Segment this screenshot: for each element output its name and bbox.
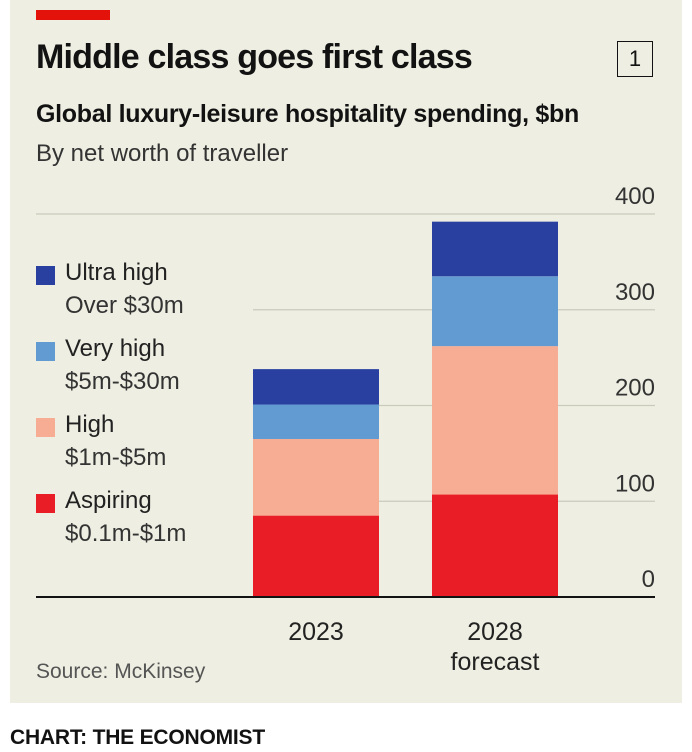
legend-range-high: $1m-$5m [65, 444, 167, 471]
legend-label-high: High [65, 411, 115, 438]
x-tick-label-2028: 2028 [467, 618, 523, 646]
legend-label-very-high: Very high [65, 335, 166, 362]
y-tick-label-100: 100 [615, 470, 655, 497]
bar-2023-high [253, 439, 379, 516]
legend-swatch-ultra-high [36, 266, 55, 285]
bar-2028-ultra-high [432, 221, 558, 277]
bar-2028-aspiring [432, 494, 558, 597]
bar-2023-very-high [253, 404, 379, 440]
legend-range-ultra-high: Over $30m [65, 292, 184, 319]
chart-number-badge: 1 [617, 41, 653, 77]
y-tick-label-300: 300 [615, 279, 655, 306]
legend-label-ultra-high: Ultra high [65, 259, 168, 286]
chart-credit: CHART: THE ECONOMIST [10, 726, 265, 749]
legend-item-aspiring: Aspiring $0.1m-$1m [36, 487, 236, 566]
legend-swatch-high [36, 418, 55, 437]
legend-item-ultra-high: Ultra high Over $30m [36, 259, 236, 338]
chart-subsubtitle: By net worth of traveller [36, 140, 289, 167]
chart-subtitle: Global luxury-leisure hospitality spendi… [36, 100, 579, 128]
legend-range-aspiring: $0.1m-$1m [65, 520, 187, 547]
legend-item-high: High $1m-$5m [36, 411, 236, 490]
legend-swatch-very-high [36, 342, 55, 361]
brand-red-tab [36, 10, 110, 20]
y-tick-label-0: 0 [642, 566, 655, 593]
legend-label-aspiring: Aspiring [65, 487, 152, 514]
bar-2028-high [432, 346, 558, 495]
legend-range-very-high: $5m-$30m [65, 368, 180, 395]
x-tick-label-2023: 2023 [288, 618, 344, 646]
bar-2023-aspiring [253, 515, 379, 597]
bar-2028-very-high [432, 276, 558, 347]
y-tick-label-400: 400 [615, 183, 655, 210]
legend-swatch-aspiring [36, 494, 55, 513]
source-note: Source: McKinsey [36, 660, 206, 683]
legend: Ultra high Over $30m Very high $5m-$30m High… [36, 259, 236, 566]
bar-2023-ultra-high [253, 369, 379, 405]
chart-title: Middle class goes first class [36, 38, 473, 76]
y-tick-label-200: 200 [615, 375, 655, 402]
legend-item-very-high: Very high $5m-$30m [36, 335, 236, 414]
x-tick-sublabel-2028: forecast [451, 648, 540, 676]
